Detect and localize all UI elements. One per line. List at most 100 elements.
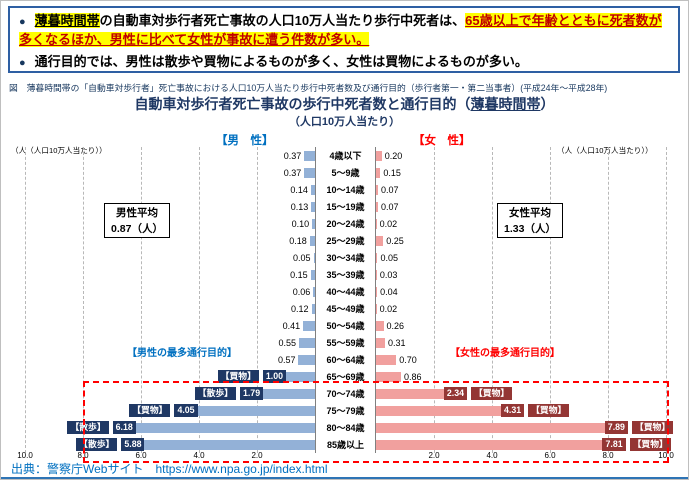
male-bar [312, 218, 315, 229]
axis-ticks-female: 2.0 4.0 6.0 8.0 10.0 [376, 451, 673, 461]
female-value-label: 0.02 [379, 303, 398, 314]
chart-title-emphasis: 薄暮時間帯 [470, 96, 541, 112]
age-label: 70～74歳 [326, 389, 365, 399]
bottom-divider [1, 477, 688, 479]
chart-title: 自動車対歩行者死亡事故の歩行中死者数と通行目的（薄暮時間帯） [1, 94, 688, 114]
figure-caption: 図 薄暮時間帯の「自動車対歩行者」死亡事故における人口10万人当たり歩行中死者数… [9, 83, 608, 93]
male-side: 0.18 [25, 235, 315, 246]
male-value-label: 0.12 [291, 303, 309, 314]
legend-female: 【女 性】 [413, 135, 471, 147]
age-label: 35～39歳 [326, 270, 365, 280]
female-side: 0.86 [376, 371, 666, 382]
pyramid-row: 【散歩】 5.88 85歳以上 7.81 【買物】 [25, 436, 671, 453]
age-label: 30～34歳 [326, 253, 365, 263]
source-link[interactable]: 出典：警察庁Webサイト https://www.npa.go.jp/index… [11, 462, 328, 476]
male-side: 0.12 [25, 303, 315, 314]
age-label: 60～64歳 [326, 355, 365, 365]
female-side: 0.05 [376, 252, 666, 263]
age-label: 4歳以下 [329, 151, 362, 161]
male-side: 0.37 [25, 167, 315, 178]
male-purpose-chip: 【散歩】 [194, 387, 236, 400]
axis-tick: 6.0 [135, 451, 147, 460]
age-label: 50～54歳 [326, 321, 365, 331]
male-bar [313, 286, 315, 297]
age-label: 55～59歳 [326, 338, 365, 348]
legend-male: 【男 性】 [216, 135, 274, 147]
male-side: 0.55 [25, 337, 315, 348]
male-side: 【買物】 1.00 [25, 370, 315, 383]
axis-tick: 2.0 [251, 451, 263, 460]
male-side: 【散歩】 5.88 [25, 438, 315, 451]
female-value-label: 0.02 [379, 218, 398, 229]
male-value-label: 5.88 [121, 438, 145, 451]
male-bar [311, 303, 315, 314]
female-value-label: 0.07 [381, 201, 399, 212]
female-value-label: 0.04 [380, 286, 398, 297]
female-bar [376, 422, 605, 433]
female-side: 2.34 【買物】 [376, 387, 666, 400]
female-side: 0.15 [376, 167, 666, 178]
male-purpose-header: 【男性の最多通行目的】 [127, 348, 237, 359]
female-value-label: 7.89 [604, 421, 628, 434]
pyramid-row: 0.57 60～64歳 0.70 [25, 351, 666, 368]
female-side: 4.31 【買物】 [376, 404, 666, 417]
chart-subtitle: （人口10万人当たり） [288, 116, 401, 128]
age-label: 45～49歳 [326, 304, 365, 314]
male-bar [309, 235, 315, 246]
male-average-value: 0.87（人） [111, 223, 163, 235]
female-bar [376, 184, 379, 195]
female-bar [376, 388, 444, 399]
age-label: 75～79歳 [326, 406, 365, 416]
chart-title-post: ） [540, 96, 555, 112]
female-side: 7.89 【買物】 [376, 421, 674, 434]
female-purpose-chip: 【買物】 [629, 438, 671, 451]
pyramid-row: 0.06 40～44歳 0.04 [25, 283, 666, 300]
female-bar [376, 354, 397, 365]
age-label: 5～9歳 [331, 168, 360, 178]
pyramid-row: 0.14 10～14歳 0.07 [25, 181, 666, 198]
female-bar [376, 303, 377, 314]
female-value-label: 0.03 [379, 269, 398, 280]
male-value-label: 0.06 [292, 286, 311, 297]
female-purpose-header: 【女性の最多通行目的】 [450, 348, 560, 359]
male-side: 【買物】 4.05 [25, 404, 315, 417]
male-value-label: 0.10 [291, 218, 310, 229]
male-side: 0.10 [25, 218, 315, 229]
pyramid-row: 0.37 5～9歳 0.15 [25, 164, 666, 181]
female-purpose-chip: 【買物】 [470, 387, 513, 400]
chart-title-pre: 自動車対歩行者死亡事故の歩行中死者数と通行目的（ [134, 96, 471, 112]
male-value-label: 0.37 [283, 150, 302, 161]
female-bar [376, 405, 501, 416]
female-bar [376, 286, 378, 297]
male-value-label: 0.05 [293, 252, 311, 263]
age-label: 40～44歳 [326, 287, 365, 297]
female-purpose-chip: 【買物】 [631, 421, 674, 434]
axis-tick: 4.0 [486, 451, 498, 460]
male-average-box: 男性平均 0.87（人） [104, 203, 170, 238]
female-side: 0.02 [376, 218, 666, 229]
female-value-label: 0.86 [403, 371, 422, 382]
male-value-label: 4.05 [174, 404, 198, 417]
female-average-box: 女性平均 1.33（人） [497, 203, 563, 238]
female-purpose-chip: 【買物】 [528, 404, 570, 417]
axis-tick: 4.0 [193, 451, 205, 460]
male-side: 0.14 [25, 184, 315, 195]
male-side: 0.13 [25, 201, 315, 212]
male-bar [263, 388, 315, 399]
female-side: 0.07 [376, 201, 666, 212]
male-side: 0.05 [25, 252, 315, 263]
female-value-label: 4.31 [500, 404, 525, 417]
male-side: 0.37 [25, 150, 315, 161]
female-value-label: 0.25 [386, 235, 404, 246]
male-purpose-chip: 【買物】 [217, 370, 259, 383]
male-side: 0.06 [25, 286, 315, 297]
age-label: 15～19歳 [326, 202, 365, 212]
female-average-label: 女性平均 [509, 207, 551, 219]
male-value-label: 0.57 [277, 354, 296, 365]
male-purpose-chip: 【散歩】 [67, 421, 109, 434]
pyramid-chart: 0.37 4歳以下 0.20 0.37 5～9歳 0.15 0.14 10～14歳 0.07 0.… [25, 147, 674, 453]
pyramid-row: 【散歩】 1.79 70～74歳 2.34 【買物】 [25, 385, 666, 402]
male-bar [144, 439, 315, 450]
pyramid-row: 【散歩】 6.18 80～84歳 7.89 【買物】 [25, 419, 674, 436]
age-label: 25～29歳 [326, 236, 365, 246]
